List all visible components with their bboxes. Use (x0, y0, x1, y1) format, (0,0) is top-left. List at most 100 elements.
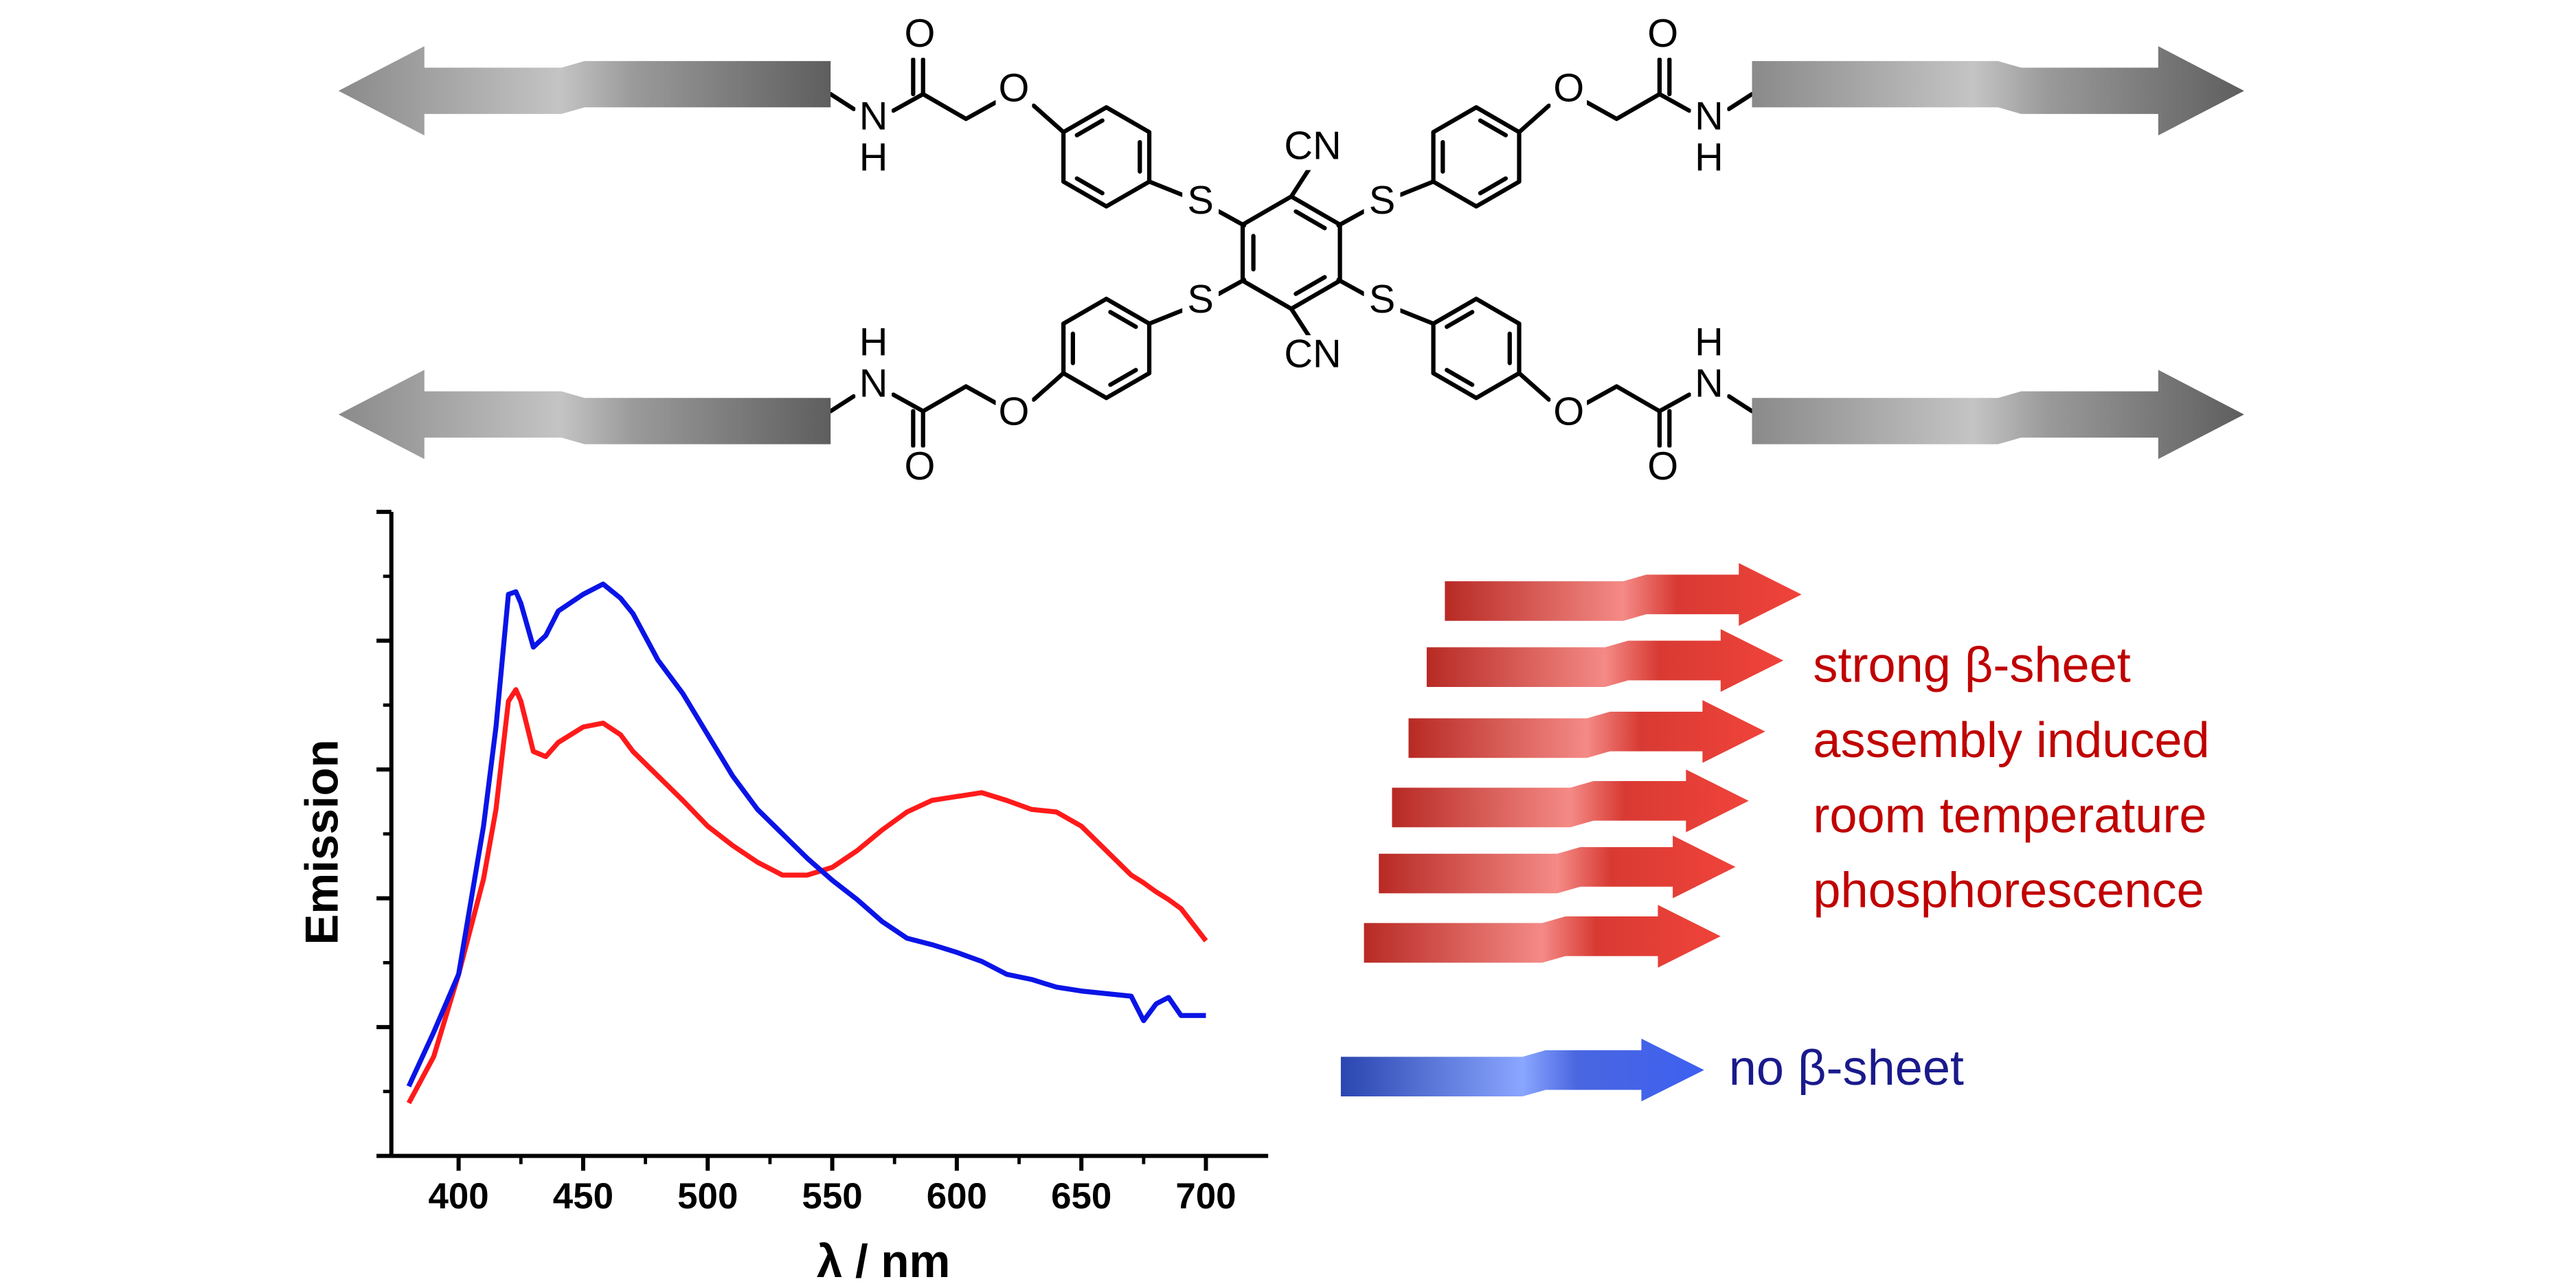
legend-text: no β-sheet (1729, 1041, 1964, 1096)
beta-strand-arrow (1752, 46, 2244, 136)
atom-label: N (1695, 362, 1724, 406)
x-axis-title: λ / nm (817, 1236, 950, 1286)
atom-label: H (859, 135, 888, 179)
atom-label: O (1647, 12, 1678, 56)
atom-label: S (1369, 179, 1395, 223)
legend-text: room temperature (1813, 788, 2206, 843)
double-bond (1445, 368, 1475, 387)
double-bond (1445, 310, 1475, 329)
atom-bg (995, 393, 1032, 436)
atom-bg (1550, 69, 1588, 113)
atom-bg (855, 138, 892, 182)
bond (1216, 209, 1247, 228)
atom-label: CN (1284, 124, 1341, 168)
annotation-arrow (1379, 835, 1736, 899)
bond (1031, 103, 1066, 135)
bond (1031, 371, 1066, 402)
bond (828, 91, 856, 111)
bond (1336, 209, 1366, 228)
annotation-arrow (1408, 700, 1765, 763)
ring (1240, 194, 1342, 311)
atom-label: H (859, 321, 888, 365)
atom-label: S (1187, 179, 1213, 223)
bond (1726, 91, 1754, 111)
legend-text: phosphorescence (1813, 864, 2204, 918)
bond (1336, 278, 1366, 296)
legend-text: assembly induced (1813, 713, 2209, 768)
ring (1431, 296, 1522, 401)
x-tick-label: 700 (1175, 1176, 1236, 1217)
atom-label: N (1695, 94, 1724, 138)
bond (1146, 308, 1185, 326)
x-tick-label: 650 (1051, 1176, 1111, 1217)
ring (1431, 105, 1522, 209)
atom-bg (901, 14, 938, 58)
chart: λ / nm Emission 400 450 500 550 600 650 700 (296, 510, 1269, 1286)
atom-label: O (1647, 444, 1678, 488)
bond (1584, 384, 1692, 414)
atom-bg (901, 447, 938, 490)
double-bond (1074, 176, 1105, 196)
atom-label: H (1695, 135, 1724, 179)
double-bond (1293, 209, 1327, 231)
atom-label: N (859, 362, 888, 406)
atom-bg (1691, 365, 1728, 408)
atom-bg (1364, 181, 1401, 225)
x-tick-label: 600 (927, 1176, 987, 1217)
ring (1061, 296, 1152, 401)
atom-bg (1645, 447, 1682, 490)
y-axis-title: Emission (296, 739, 348, 945)
annotation-arrow (1445, 563, 1802, 627)
bond (1584, 91, 1692, 122)
atom-bg (1691, 138, 1728, 182)
atom-label: O (905, 444, 936, 488)
legend-text: strong β-sheet (1813, 638, 2130, 693)
atom-bg (855, 365, 892, 408)
annotation-arrow (1426, 629, 1784, 692)
double-bond (1074, 118, 1105, 137)
double-bond (1293, 275, 1327, 296)
bond (1398, 179, 1436, 197)
bond (1398, 308, 1436, 326)
atom-bg (1279, 335, 1346, 379)
ring (1061, 105, 1152, 209)
data-line (406, 581, 1206, 1087)
x-tick-label: 500 (677, 1176, 738, 1217)
bond (1726, 394, 1754, 414)
x-tick-label: 550 (802, 1176, 862, 1217)
bond (1517, 103, 1551, 135)
atom-label: O (999, 390, 1030, 434)
atom-label: O (905, 12, 936, 56)
annotation-arrow (1392, 769, 1749, 833)
bond (828, 394, 856, 414)
atom-bg (1645, 14, 1682, 58)
annotation-arrow (1364, 905, 1721, 968)
atom-bg (1364, 280, 1401, 324)
annotation-arrows: strong β-sheet assembly induced room tempe… (1340, 563, 2210, 1102)
atom-label: O (1553, 390, 1584, 434)
atom-bg (855, 97, 892, 141)
double-bond (1108, 310, 1138, 329)
beta-strand-arrow (338, 370, 831, 460)
x-tick-label: 450 (553, 1176, 613, 1217)
bond (1517, 371, 1551, 402)
double-bond (1478, 176, 1509, 196)
x-tick-label: 400 (429, 1176, 489, 1217)
annotation-arrow (1340, 1038, 1704, 1102)
atom-label: N (859, 94, 888, 138)
atom-bg (1550, 393, 1588, 436)
atom-bg (1182, 280, 1219, 324)
atom-label: CN (1284, 332, 1341, 376)
atom-label: O (999, 66, 1030, 110)
atom-label: H (1695, 321, 1724, 365)
atom-bg (995, 69, 1032, 113)
atom-bg (1691, 97, 1728, 141)
bond (1146, 179, 1185, 197)
beta-strand-arrow (338, 46, 831, 136)
atom-bg (855, 324, 892, 367)
double-bond (1478, 118, 1509, 137)
atom-label: S (1369, 278, 1395, 322)
data-line (406, 687, 1208, 1105)
bond (1289, 306, 1312, 339)
